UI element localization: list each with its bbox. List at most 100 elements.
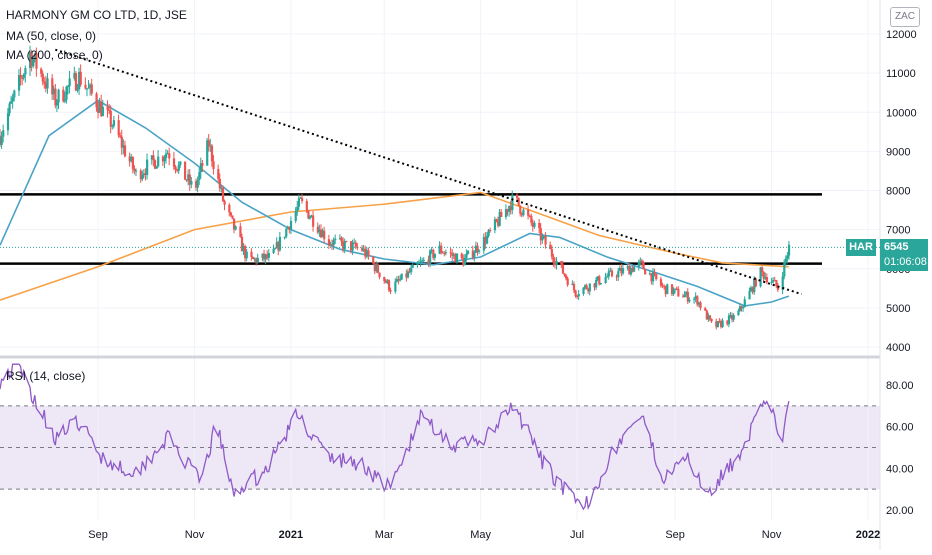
candle-body [73,73,76,79]
candle-body [565,275,568,279]
candle-body [571,283,574,285]
candle-body [134,170,138,172]
candle-body [272,248,275,254]
candle-body [555,261,558,266]
candle-body [631,268,634,272]
candle-body [179,161,182,166]
candle-body [576,296,579,298]
candle-body [737,310,740,316]
candle-body [462,258,465,266]
candle-body [743,299,746,308]
candle-body [212,161,215,170]
candle-body [615,276,618,278]
candle-body [784,258,787,262]
candle-body [345,241,348,243]
candle-body [373,263,376,272]
candle-body [353,242,356,244]
candle-body [387,280,391,291]
candle-body [172,158,176,167]
candle-body [473,252,476,258]
rsi-axis[interactable]: 80.00 60.00 40.00 20.00 [886,380,914,517]
candle-body [509,206,512,211]
candle-body [349,241,353,251]
candle-body [255,258,258,263]
candle-body [686,291,689,302]
candle-body [729,315,732,317]
candle-body [650,273,653,282]
candle-body [610,270,614,277]
candle-body [620,268,623,274]
candle-body [231,215,234,219]
candle-body [183,161,187,180]
candle-body [637,262,640,267]
candle-body [593,283,596,288]
time-tick-label: Mar [375,529,394,541]
candle-body [786,255,789,259]
horizontal-support-lines[interactable] [0,193,822,265]
candle-body [165,153,168,159]
candle-body [685,291,688,295]
candle-body [482,237,486,251]
candle-body [574,290,577,297]
candle-body [583,285,587,288]
candle-body [742,307,745,309]
candle-body [55,102,59,106]
candle-body [429,250,432,264]
price-tick-label: 9000 [886,146,910,158]
price-tick-label: 8000 [886,186,910,198]
candle-body [595,280,598,288]
candle-body [704,308,707,311]
candle-body [727,315,731,325]
candle-body [433,253,436,258]
candle-body [455,253,459,263]
candle-body [206,140,209,166]
rsi-legend[interactable]: RSI (14, close) [6,369,86,383]
candle-body [62,89,65,102]
candle-body [528,215,531,217]
candle-body [394,281,397,292]
candle-body [210,145,214,162]
price-tick-label: 4000 [886,342,910,354]
candle-body [17,74,21,91]
candle-body [688,299,691,302]
candle-body [440,245,443,253]
candle-body [664,285,667,295]
candle-body [90,84,93,94]
candle-body [542,236,546,238]
time-axis[interactable]: Sep Nov 2021 Mar May Jul Sep Nov 2022 [88,529,880,541]
candle-body [651,272,655,282]
candle-body [750,287,753,291]
candle-body [207,140,210,147]
candle-body [109,110,112,127]
ma50-legend[interactable]: MA (50, close, 0) [6,29,97,43]
candle-body [444,252,448,254]
candle-body [40,68,43,74]
candle-body [153,160,157,169]
candle-body [361,247,364,251]
candle-body [588,283,591,292]
candle-body [522,209,525,216]
currency-button[interactable]: ZAC [890,7,920,27]
ticker-label: HAR [846,239,876,256]
candle-body [718,321,721,323]
candle-body [128,156,131,162]
candle-body [331,244,334,246]
candle-body [421,260,424,262]
candle-body [201,163,204,166]
price-axis[interactable]: 120001100010000900080007000600050004000 [886,29,917,354]
candle-body [316,226,319,233]
candle-body [329,244,332,246]
candle-body [177,165,180,171]
candle-body [239,226,242,237]
candle-body [163,158,166,162]
candle-body [466,250,470,254]
ma200-legend[interactable]: MA (200, close, 0) [6,48,103,62]
candle-body [264,254,267,260]
trendline[interactable] [55,48,802,296]
candle-body [552,256,555,263]
candle-body [498,211,501,226]
candle-body [389,290,392,292]
candle-body [46,78,49,89]
